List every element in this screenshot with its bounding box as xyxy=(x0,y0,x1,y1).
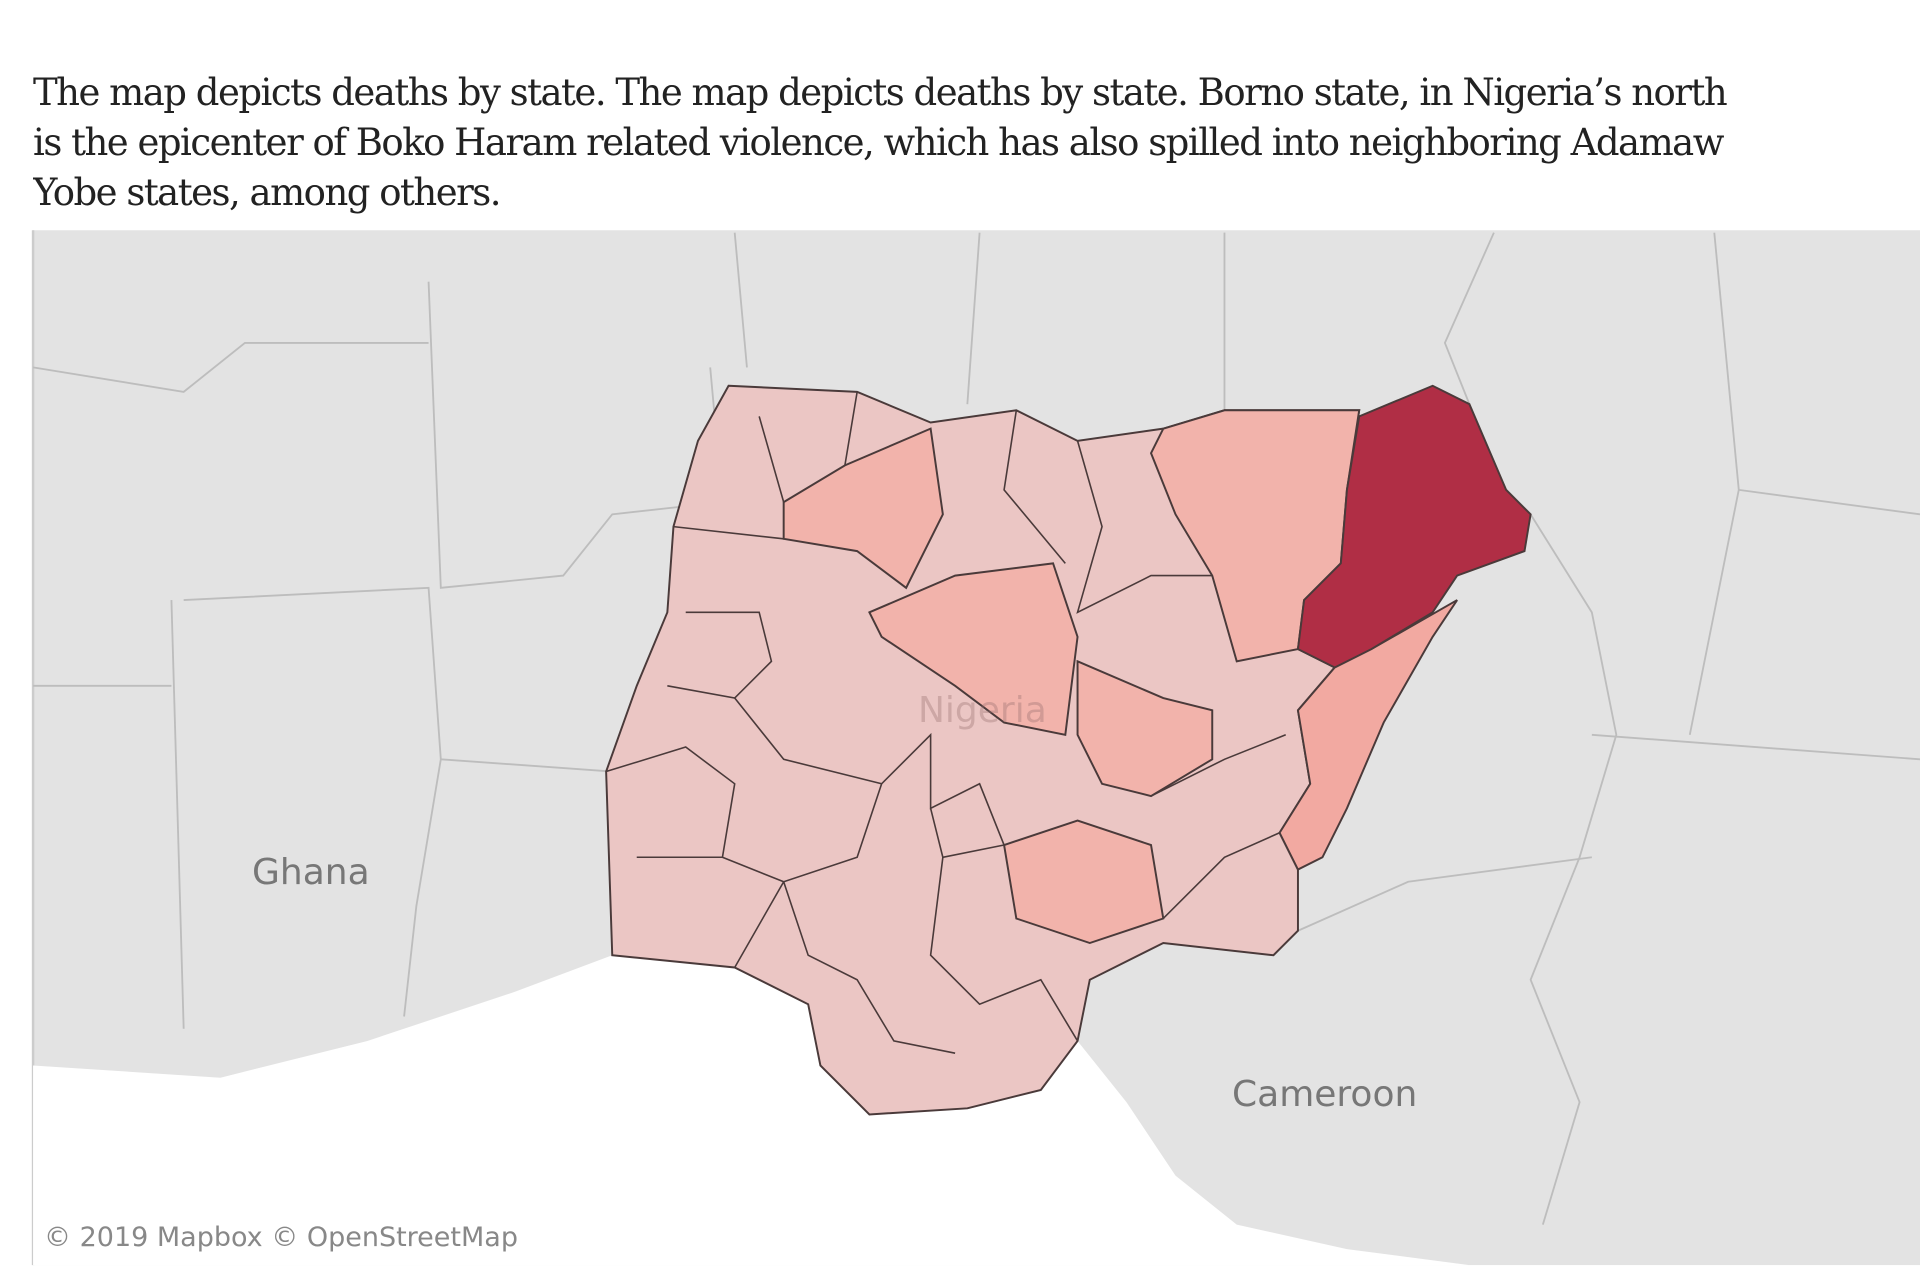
label-ghana: Ghana xyxy=(252,852,370,893)
state-plateau xyxy=(1076,659,1214,798)
country-borders xyxy=(32,232,1920,1225)
nigeria-states xyxy=(605,384,1532,1116)
map-caption: The map depicts deaths by state. The map… xyxy=(33,68,1920,218)
label-nigeria: Nigeria xyxy=(918,690,1047,731)
caption-line: is the epicenter of Boko Haram related v… xyxy=(33,121,1724,164)
ocean xyxy=(33,955,1470,1266)
state-benue xyxy=(1002,819,1165,945)
state-kaduna xyxy=(868,562,1079,736)
state-borno xyxy=(1296,384,1532,669)
caption-line: The map depicts deaths by state. The map… xyxy=(33,71,1728,114)
caption-line: Yobe states, among others. xyxy=(33,171,502,214)
label-cameroon: Cameroon xyxy=(1232,1074,1418,1115)
state-zamfara xyxy=(782,427,944,590)
map-attribution[interactable]: © 2019 Mapbox © OpenStreetMap xyxy=(44,1222,518,1253)
